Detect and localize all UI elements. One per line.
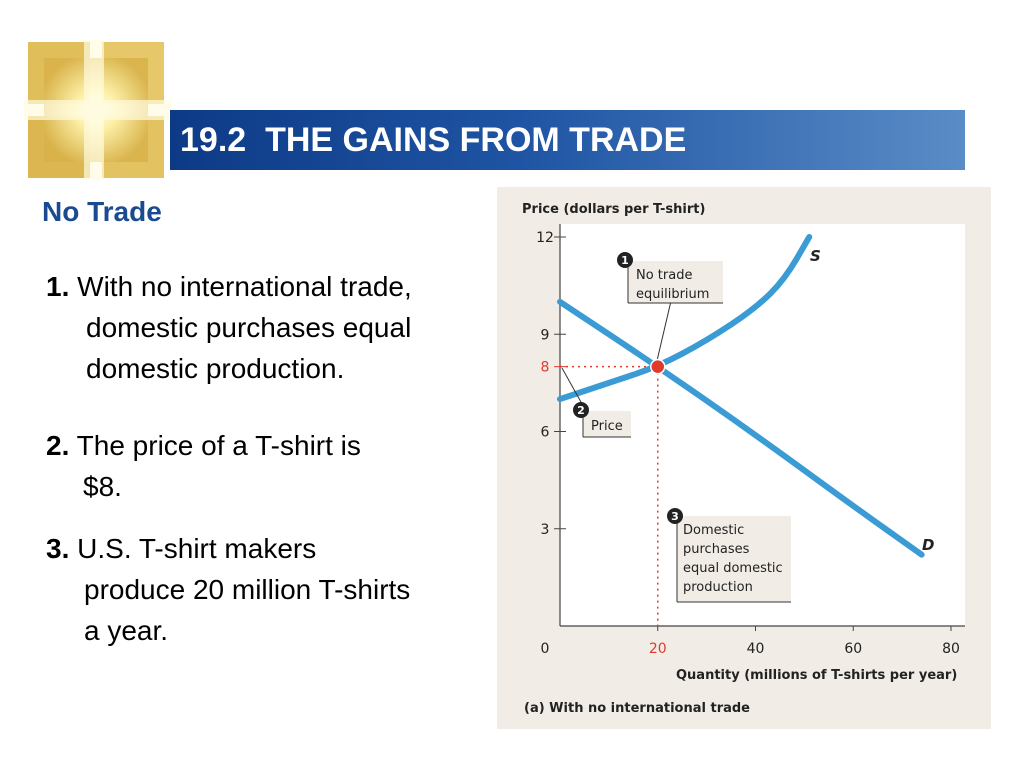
point-number: 3. xyxy=(46,533,70,564)
annotation-text: Price xyxy=(591,419,623,434)
chart-panel: Price (dollars per T-shirt) Quantity (mi… xyxy=(497,187,991,729)
bullet-point-2: 2. The price of a T-shirt is $8. xyxy=(46,425,491,507)
x-tick-label: 60 xyxy=(844,641,862,657)
point-text: produce 20 million T-shirts xyxy=(84,574,411,605)
annotation-marker-label: 1 xyxy=(621,254,629,267)
point-text: $8. xyxy=(83,471,122,502)
point-number: 2. xyxy=(46,430,70,461)
annotation-marker-label: 2 xyxy=(577,404,585,417)
leader-line-1 xyxy=(655,300,672,366)
annotation-text: equal domestic xyxy=(683,561,783,576)
annotation-domestic: 3 Domestic purchases equal domestic prod… xyxy=(667,508,791,603)
annotation-text: Domestic xyxy=(683,523,744,538)
x-tick-label: 40 xyxy=(747,641,765,657)
annotation-text: production xyxy=(683,580,753,595)
curve-label-d: D xyxy=(922,536,934,554)
point-text: domestic purchases equal xyxy=(86,312,412,343)
equilibrium-point xyxy=(650,358,666,375)
annotation-text: equilibrium xyxy=(636,287,709,302)
y-tick-label: 6 xyxy=(541,425,550,441)
slide-title: 19.2 THE GAINS FROM TRADE xyxy=(180,120,687,159)
x-tick-label: 20 xyxy=(649,641,667,657)
point-text: domestic production. xyxy=(86,353,345,384)
title-bar: 19.2 THE GAINS FROM TRADE xyxy=(170,110,965,170)
annotation-marker xyxy=(573,402,589,418)
point-text: a year. xyxy=(84,615,169,646)
bullet-point-3: 3. U.S. T-shirt makers produce 20 millio… xyxy=(46,528,491,651)
annotation-no-trade-equilibrium: 1 No trade equilibrium xyxy=(617,252,723,304)
y-tick-label: 8 xyxy=(541,360,550,376)
curve-label-s: S xyxy=(810,247,821,265)
point-number: 1. xyxy=(46,271,70,302)
point-text: With no international trade, xyxy=(77,271,412,302)
x-tick-label: 80 xyxy=(942,641,960,657)
x-axis-title: Quantity (millions of T-shirts per year) xyxy=(676,668,957,683)
chart-caption: (a) With no international trade xyxy=(524,701,750,716)
y-axis-title: Price (dollars per T-shirt) xyxy=(522,202,705,217)
bullet-point-1: 1. With no international trade, domestic… xyxy=(46,266,491,389)
annotation-marker-label: 3 xyxy=(671,510,679,523)
x-tick-label: 0 xyxy=(541,641,550,657)
section-heading: No Trade xyxy=(42,196,162,227)
annotation-price: 2 Price xyxy=(573,402,631,438)
y-tick-label: 3 xyxy=(541,522,550,538)
supply-demand-chart: Price (dollars per T-shirt) Quantity (mi… xyxy=(522,202,965,716)
point-text: The price of a T-shirt is xyxy=(76,430,361,461)
annotation-marker xyxy=(617,252,633,268)
annotation-marker xyxy=(667,508,683,524)
y-tick-label: 12 xyxy=(536,230,554,246)
point-text: U.S. T-shirt makers xyxy=(77,533,317,564)
y-tick-label: 9 xyxy=(541,327,550,343)
logo xyxy=(24,40,172,180)
curve-s xyxy=(557,234,813,403)
annotation-text: purchases xyxy=(683,542,750,557)
annotation-text: No trade xyxy=(636,268,692,283)
